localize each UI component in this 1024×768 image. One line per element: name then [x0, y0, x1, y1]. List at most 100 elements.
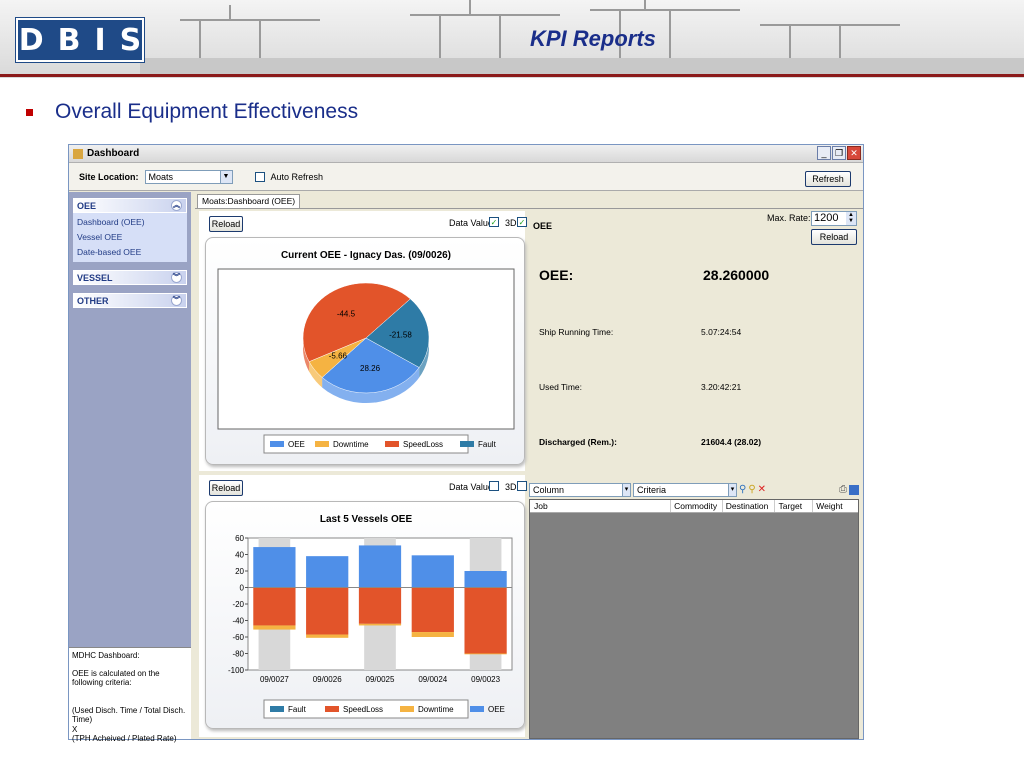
reload-button-bottom[interactable]: Reload	[209, 480, 243, 496]
refresh-button[interactable]: Refresh	[805, 171, 851, 187]
oee-value: 28.260000	[703, 267, 770, 283]
max-rate-label: Max. Rate:	[767, 213, 811, 223]
bar-downtime-09/0026	[306, 634, 349, 638]
bar-downtime-09/0027	[253, 625, 296, 630]
sidebar-oee-items: Dashboard (OEE) Vessel OEE Date-based OE…	[73, 213, 187, 262]
bar-speedloss-09/0025	[358, 587, 402, 624]
bar-y-tick-label: -80	[232, 650, 244, 659]
sidebar-group-other[interactable]: OTHER ︾	[73, 293, 187, 308]
bar-y-tick-label: -60	[232, 633, 244, 642]
oee-heading: OEE	[533, 221, 553, 231]
grid-header-weight[interactable]: Weight	[816, 501, 843, 511]
chevron-down-icon: ︾	[171, 272, 182, 283]
3d-checkbox-top[interactable]: ✓	[517, 217, 527, 227]
bar-y-tick-label: 20	[235, 567, 244, 576]
bar-legend	[263, 699, 469, 719]
oee-description: MDHC Dashboard: OEE is calculated on the…	[69, 647, 191, 743]
spinner-icon[interactable]: ▲ ▼	[846, 212, 856, 225]
pie-legend-swatch-fault	[460, 441, 474, 447]
data-values-checkbox-bottom[interactable]	[489, 481, 499, 491]
bar-y-tick-label: -100	[228, 666, 245, 675]
bar-speedloss-09/0024	[411, 587, 454, 633]
sidebar-item-date-based-oee[interactable]: Date-based OEE	[77, 247, 142, 257]
clear-icon[interactable]: ✕	[757, 484, 767, 495]
reload-button-top[interactable]: Reload	[209, 216, 243, 232]
dashboard-window: Dashboard _ ❐ ✕ Site Location: Moats ▼ A…	[68, 144, 864, 743]
bar-y-tick-label: 40	[235, 551, 244, 560]
chevron-down-icon: ▼	[219, 170, 232, 183]
page-title: KPI Reports	[530, 26, 656, 51]
grid-header-job[interactable]: Job	[530, 500, 672, 512]
grid-header-destination[interactable]: Destination	[723, 500, 776, 512]
pie-slice-fault	[365, 298, 430, 368]
bar-downtime-09/0025	[358, 623, 402, 626]
minimize-button[interactable]: _	[817, 146, 831, 160]
search-icon[interactable]: ⚲	[739, 484, 747, 495]
tab-moats-dashboard[interactable]: Moats:Dashboard (OEE)	[197, 194, 301, 208]
data-values-checkbox-top[interactable]: ✓	[489, 217, 499, 227]
bar-y-tick-label: -20	[232, 600, 244, 609]
bar-legend-label-speedloss: SpeedLoss	[343, 705, 383, 714]
bar-y-tick-label: -40	[232, 617, 244, 626]
dbis-logo: D B I S	[16, 18, 144, 62]
sidebar-item-vessel-oee[interactable]: Vessel OEE	[77, 232, 123, 242]
column-select[interactable]: Column ▾	[529, 482, 631, 497]
chevron-up-icon: ︽	[171, 200, 182, 211]
port-cranes-image	[140, 0, 1024, 74]
3d-checkbox-bottom[interactable]	[517, 481, 527, 491]
pie-legend-label-downtime: Downtime	[333, 440, 369, 449]
filter-search-icon[interactable]: ⚲	[748, 484, 756, 495]
close-button[interactable]: ✕	[847, 146, 861, 160]
app-icon	[73, 148, 83, 159]
bar-legend-swatch-fault	[270, 706, 284, 712]
pie-chart-card: Current OEE - Ignacy Das. (09/0026) 28.26…	[205, 237, 525, 465]
bar-legend-label-downtime: Downtime	[418, 705, 454, 714]
auto-refresh-checkbox[interactable]	[254, 171, 265, 182]
ship-running-label: Ship Running Time:	[539, 327, 614, 337]
bar-legend-swatch-downtime	[400, 706, 414, 712]
window-title: Dashboard	[87, 148, 140, 159]
pie-legend-swatch-oee	[270, 441, 284, 447]
window-titlebar[interactable]: Dashboard _ ❐ ✕	[69, 145, 863, 163]
max-rate-input[interactable]: 1200 ▲ ▼	[811, 211, 857, 226]
bullet-icon	[26, 108, 33, 116]
bar-x-tick-label: 09/0025	[366, 675, 395, 684]
oee-stats-panel: OEE Max. Rate: 1200 ▲ ▼ Reload OEE: 28.26…	[529, 209, 863, 479]
bar-x-tick-label: 09/0027	[260, 675, 289, 684]
grid-toolbar: Column ▾ Criteria ▾ ⚲ ⚲ ✕ ⎙	[529, 482, 863, 497]
job-grid-panel: Column ▾ Criteria ▾ ⚲ ⚲ ✕ ⎙ Job Commodit…	[529, 482, 863, 739]
bar-chart: Last 5 Vessels OEE 60 40 20 0 -20 -40 -60 -80 -10…	[228, 514, 513, 719]
save-icon[interactable]	[849, 484, 859, 495]
bar-oee-09/0024	[411, 555, 454, 588]
grid-header-commodity[interactable]: Commodity	[671, 500, 723, 512]
sidebar-group-vessel[interactable]: VESSEL ︾	[73, 270, 187, 285]
pie-data-label-speedloss: -44.5	[337, 309, 356, 318]
bar-panel: Reload Data Values 3D Last 5 Vessels OEE…	[199, 475, 527, 737]
pie-legend-label-oee: OEE	[288, 440, 305, 449]
bar-legend-label-fault: Fault	[288, 705, 307, 714]
grid-header-target[interactable]: Target	[775, 500, 814, 512]
sidebar-group-oee[interactable]: OEE ︽	[73, 198, 187, 213]
discharged-value: 21604.4 (28.02)	[701, 437, 762, 447]
restore-button[interactable]: ❐	[832, 146, 846, 160]
pie-panel: Reload Data Values ✓ 3D ✓ Current OEE - …	[199, 211, 527, 471]
bar-chart-card: Last 5 Vessels OEE 60 40 20 0 -20 -40 -60 -80 -10…	[205, 501, 525, 729]
ship-running-value: 5.07:24:54	[701, 327, 742, 337]
used-time-value: 3.20:42:21	[701, 382, 742, 392]
reload-button-right[interactable]: Reload	[811, 229, 857, 245]
oee-label: OEE:	[539, 267, 574, 283]
3d-label-bottom: 3D	[505, 482, 517, 492]
bar-legend-swatch-speedloss	[325, 706, 339, 712]
discharged-label: Discharged (Rem.):	[539, 437, 617, 447]
criteria-select[interactable]: Criteria ▾	[633, 482, 737, 497]
bar-oee-09/0026	[306, 556, 349, 588]
site-location-select[interactable]: Moats ▼	[144, 169, 233, 184]
bar-speedloss-09/0027	[253, 587, 296, 626]
pie-legend-label-speedloss: SpeedLoss	[403, 440, 443, 449]
bar-oee-09/0027	[253, 547, 296, 588]
sidebar-item-dashboard-oee[interactable]: Dashboard (OEE)	[77, 217, 145, 227]
print-icon[interactable]: ⎙	[839, 484, 847, 495]
bar-oee-09/0025	[358, 545, 402, 588]
data-values-label-top: Data Values	[449, 218, 498, 228]
toolbar: Site Location: Moats ▼ Auto Refresh Refr…	[69, 163, 863, 191]
